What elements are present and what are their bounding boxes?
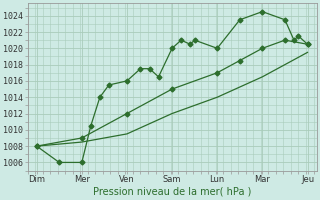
X-axis label: Pression niveau de la mer( hPa ): Pression niveau de la mer( hPa ): [93, 187, 251, 197]
